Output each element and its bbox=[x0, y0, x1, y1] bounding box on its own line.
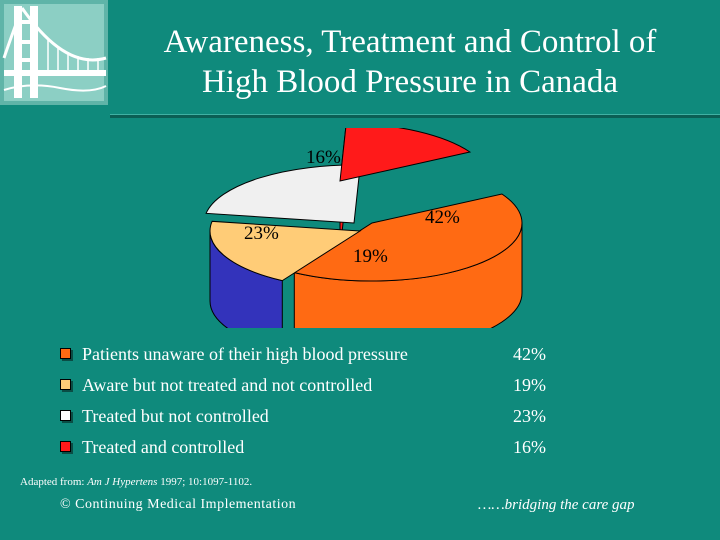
title-line-1: Awareness, Treatment and Control of bbox=[163, 24, 657, 60]
title-line-2: High Blood Pressure in Canada bbox=[201, 64, 619, 100]
legend-value: 23% bbox=[513, 406, 546, 426]
golden-gate-bridge-icon bbox=[0, 0, 108, 105]
pie-data-label: 19% bbox=[353, 246, 388, 267]
footer-copyright: © Continuing Medical Implementation bbox=[60, 497, 297, 512]
pie-slice bbox=[209, 220, 362, 282]
legend-swatch bbox=[60, 410, 71, 421]
pie-data-label: 42% bbox=[425, 207, 460, 228]
pie-slice bbox=[293, 193, 523, 282]
source-citation: Adapted from: Am J Hypertens 1997; 10:10… bbox=[20, 476, 252, 488]
source-citation-detail: 1997; 10:1097-1102. bbox=[157, 476, 253, 488]
pie-chart: 42% 19% 23% 16% bbox=[205, 128, 523, 328]
legend-swatch bbox=[60, 379, 71, 390]
legend-value: 16% bbox=[513, 437, 546, 457]
legend-value: 42% bbox=[513, 344, 546, 364]
legend-swatch bbox=[60, 441, 71, 452]
legend-label: Treated and controlled bbox=[82, 437, 245, 457]
pie-slice bbox=[339, 128, 472, 182]
source-prefix: Adapted from: bbox=[20, 476, 88, 488]
legend-label: Patients unaware of their high blood pre… bbox=[82, 344, 408, 364]
title-divider bbox=[110, 114, 720, 118]
legend-value: 19% bbox=[513, 375, 546, 395]
legend-swatch bbox=[60, 348, 71, 359]
pie-data-label: 16% bbox=[306, 147, 341, 168]
slide-title: Awareness, Treatment and Control of High… bbox=[110, 22, 710, 102]
footer-tagline: ……bridging the care gap bbox=[478, 497, 635, 513]
legend-label: Aware but not treated and not controlled bbox=[82, 375, 373, 395]
legend-label: Treated but not controlled bbox=[82, 406, 269, 426]
pie-slice bbox=[205, 164, 361, 224]
pie-data-label: 23% bbox=[244, 223, 279, 244]
source-journal: Am J Hypertens bbox=[87, 476, 158, 488]
